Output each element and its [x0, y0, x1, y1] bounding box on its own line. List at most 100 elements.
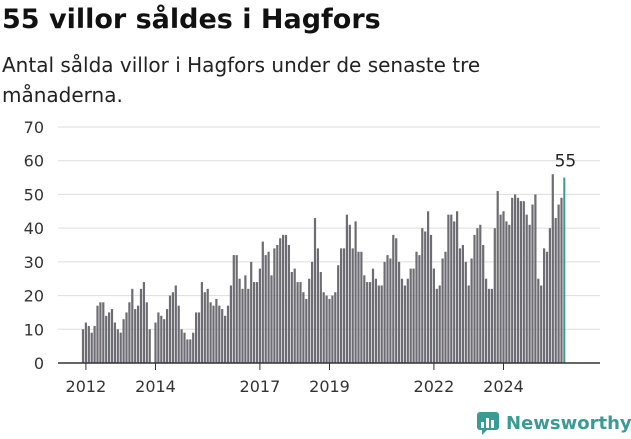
bar: [412, 268, 415, 363]
bar: [226, 305, 230, 363]
bar: [340, 248, 343, 363]
bar: [447, 214, 450, 363]
bar: [241, 288, 244, 363]
bar: [519, 201, 522, 363]
x-tick-label: 2014: [135, 377, 176, 396]
bar: [334, 292, 337, 363]
bar: [270, 275, 273, 363]
bar: [490, 288, 493, 363]
bar: [485, 278, 488, 363]
bar: [508, 224, 511, 363]
bar: [131, 288, 134, 363]
bar: [81, 329, 85, 363]
bar: [371, 268, 375, 363]
y-tick-label: 40: [24, 219, 44, 238]
bar: [366, 282, 369, 363]
bar: [290, 271, 293, 363]
bar: [247, 288, 250, 363]
bar: [258, 268, 261, 363]
bar: [313, 218, 317, 363]
bar: [319, 271, 322, 363]
bar: [389, 258, 392, 363]
bar: [177, 305, 180, 363]
bar: [482, 245, 485, 363]
bar: [473, 234, 476, 363]
y-tick-label: 30: [24, 253, 44, 272]
x-tick-label: 2017: [240, 377, 281, 396]
brand-name: Newsworthy: [506, 412, 631, 434]
bar: [276, 245, 279, 363]
bar: [499, 214, 502, 363]
bar: [137, 305, 140, 363]
bar: [134, 309, 137, 363]
bar: [183, 332, 186, 363]
bar: [192, 332, 195, 363]
bar: [342, 248, 346, 363]
bar: [128, 302, 131, 363]
bar: [464, 261, 467, 363]
bar: [279, 238, 282, 363]
bar: [110, 309, 114, 363]
bar: [438, 285, 441, 363]
bar: [369, 282, 372, 363]
bar: [154, 322, 157, 363]
bar: [99, 302, 102, 363]
bar: [218, 305, 221, 363]
bar: [557, 204, 560, 363]
bar: [119, 332, 122, 363]
bar: [308, 278, 311, 363]
bar: [363, 275, 366, 363]
bar: [206, 288, 209, 363]
bar: [337, 265, 340, 363]
x-tick-label: 2019: [309, 377, 350, 396]
bar: [418, 255, 421, 363]
bar: [186, 339, 189, 363]
bar: [415, 251, 418, 363]
y-tick-label: 10: [24, 320, 44, 339]
bar: [493, 228, 496, 363]
bar: [386, 255, 389, 363]
bar: [551, 174, 554, 363]
newsworthy-brand: Newsworthy: [476, 409, 631, 437]
bar: [360, 251, 363, 363]
bar: [461, 245, 464, 363]
bar: [554, 218, 557, 363]
x-tick-label: 2024: [483, 377, 524, 396]
bar: [502, 211, 505, 363]
bar: [548, 228, 551, 363]
y-tick-label: 50: [24, 185, 44, 204]
bar: [273, 248, 276, 363]
bar: [221, 309, 224, 363]
bar: [377, 285, 380, 363]
bar: [395, 238, 398, 363]
bar: [392, 234, 395, 363]
bar: [148, 329, 151, 363]
highlight-bar: [563, 177, 566, 363]
bar: [537, 278, 540, 363]
y-tick-label: 60: [24, 152, 44, 171]
bar: [105, 315, 108, 363]
bar: [93, 325, 96, 363]
x-tick-label: 2022: [414, 377, 455, 396]
bar: [514, 194, 517, 363]
bar: [444, 251, 447, 363]
bar: [345, 214, 348, 363]
bar: [125, 312, 128, 363]
bar: [458, 248, 462, 363]
bar: [139, 288, 143, 363]
bar: [470, 258, 473, 363]
bar: [244, 275, 247, 363]
bar: [348, 224, 351, 363]
bar: [328, 298, 331, 363]
bar: [235, 255, 238, 363]
bar: [171, 292, 174, 363]
bar: [424, 231, 427, 363]
bar: [261, 241, 264, 363]
bar: [351, 248, 354, 363]
bar: [250, 261, 253, 363]
bar: [113, 322, 116, 363]
bar: [157, 312, 160, 363]
bar: [383, 261, 386, 363]
bar: [316, 248, 319, 363]
bar-chart: 0 10 20 30 40 50 60 70 2012 2014 2017 2019 2022 2024 5…: [24, 118, 600, 396]
